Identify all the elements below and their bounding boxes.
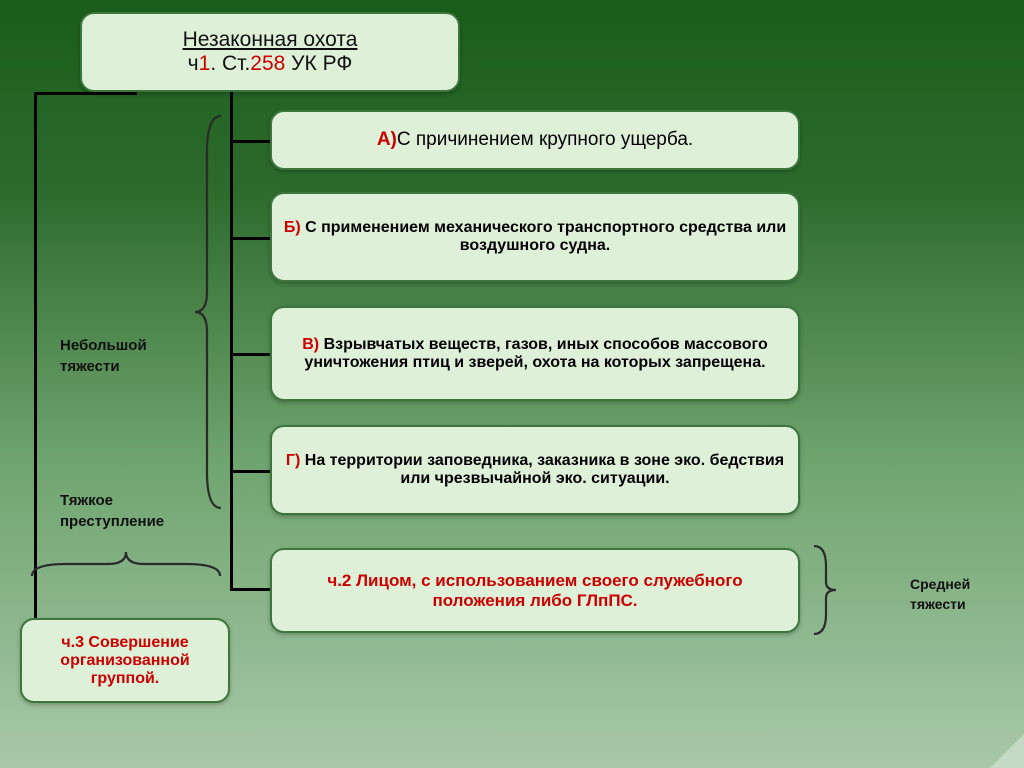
item-d: Г) На территории заповедника, заказника … [270, 425, 800, 515]
title-mid: . Ст. [210, 52, 250, 75]
title-line1: Незаконная охота [183, 28, 358, 52]
item-a-letter: А) [377, 129, 397, 150]
label-medium: Средней тяжести [910, 575, 1010, 614]
conn-a [230, 140, 272, 143]
brace-medium [810, 540, 840, 640]
conn-e [230, 588, 272, 591]
trunk-main [230, 92, 233, 590]
item-e-letter: ч.2 [327, 571, 351, 590]
title-num1: 1 [199, 52, 211, 75]
item-c-letter: В) [302, 336, 319, 353]
conn-d [230, 470, 272, 473]
brace-minor [191, 112, 225, 512]
trunk-left [34, 92, 37, 620]
conn-b [230, 237, 272, 240]
title-suffix: УК РФ [285, 52, 352, 75]
item-b-text: С применением механического транспортног… [301, 219, 787, 254]
item-a: А)С причинением крупного ущерба. [270, 110, 800, 170]
item-a-text: С причинением крупного ущерба. [397, 129, 693, 150]
item-b-letter: Б) [284, 219, 301, 236]
item-f-letter: ч.3 [61, 634, 84, 651]
item-c-text: Взрывчатых веществ, газов, иных способов… [304, 336, 767, 371]
brace-heavy [26, 548, 226, 582]
title-prefix: ч [188, 52, 199, 75]
title-box: Незаконная охота ч1. Ст.258 УК РФ [80, 12, 460, 92]
conn-title-left [34, 92, 134, 95]
page-corner [990, 734, 1024, 768]
label-minor: Небольшой тяжести [60, 335, 190, 377]
item-e: ч.2 Лицом, с использованием своего служе… [270, 548, 800, 633]
item-e-text: Лицом, с использованием своего служебног… [351, 571, 742, 610]
item-d-text: На территории заповедника, заказника в з… [300, 452, 784, 487]
title-line2: ч1. Ст.258 УК РФ [188, 52, 353, 76]
item-b: Б) С применением механического транспорт… [270, 192, 800, 282]
label-heavy: Тяжкое преступление [60, 490, 190, 532]
item-c: В) Взрывчатых веществ, газов, иных спосо… [270, 306, 800, 401]
conn-c [230, 353, 272, 356]
item-f: ч.3 Совершение организованной группой. [20, 618, 230, 703]
item-d-letter: Г) [286, 452, 300, 469]
title-num2: 258 [250, 52, 285, 75]
